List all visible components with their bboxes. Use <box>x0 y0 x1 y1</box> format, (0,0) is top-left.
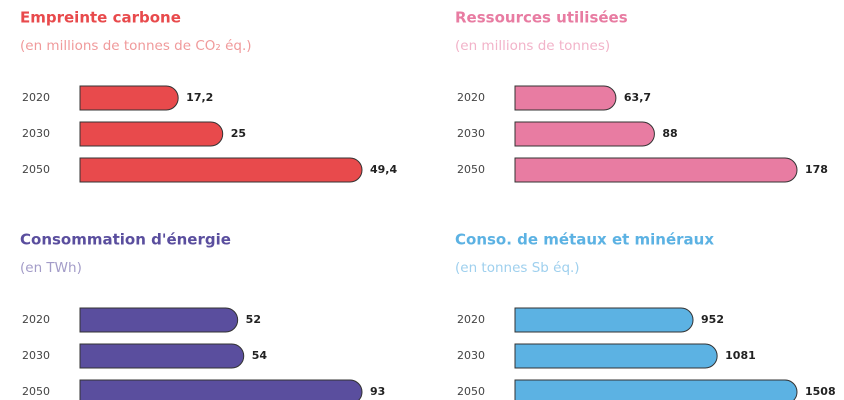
value-label: 49,4 <box>370 163 397 176</box>
y-tick-label: 2050 <box>457 385 485 398</box>
bar <box>79 379 363 400</box>
value-label: 93 <box>370 385 385 398</box>
y-tick-label: 2050 <box>22 163 50 176</box>
y-tick-label: 2030 <box>22 127 50 140</box>
bar <box>79 307 239 333</box>
value-label: 52 <box>246 313 261 326</box>
value-label: 178 <box>805 163 828 176</box>
y-tick-label: 2020 <box>22 313 50 326</box>
bar <box>514 121 655 147</box>
chart-subtitle: (en millions de tonnes) <box>455 38 610 54</box>
chart-subtitle: (en tonnes Sb éq.) <box>455 260 580 276</box>
chart-title: Ressources utilisées <box>455 9 628 27</box>
y-tick-label: 2020 <box>457 313 485 326</box>
value-label: 1508 <box>805 385 836 398</box>
value-label: 952 <box>701 313 724 326</box>
value-label: 54 <box>252 349 268 362</box>
y-tick-label: 2020 <box>22 91 50 104</box>
bar <box>514 343 718 369</box>
y-tick-label: 2030 <box>457 127 485 140</box>
bar <box>514 85 617 111</box>
value-label: 63,7 <box>624 91 651 104</box>
bar <box>79 85 179 111</box>
value-label: 88 <box>662 127 677 140</box>
bar <box>514 307 694 333</box>
chart-title: Empreinte carbone <box>20 9 181 27</box>
value-label: 17,2 <box>186 91 213 104</box>
y-tick-label: 2030 <box>457 349 485 362</box>
value-label: 25 <box>231 127 246 140</box>
y-tick-label: 2030 <box>22 349 50 362</box>
chart-title: Consommation d'énergie <box>20 231 231 249</box>
bar <box>514 157 798 183</box>
y-tick-label: 2020 <box>457 91 485 104</box>
y-tick-label: 2050 <box>22 385 50 398</box>
chart-title: Conso. de métaux et minéraux <box>455 231 714 249</box>
chart-subtitle: (en TWh) <box>20 260 82 276</box>
chart-subtitle: (en millions de tonnes de CO₂ éq.) <box>20 38 252 54</box>
bar <box>514 379 798 400</box>
bar <box>79 157 363 183</box>
value-label: 1081 <box>725 349 756 362</box>
bar <box>79 121 224 147</box>
bar <box>79 343 245 369</box>
y-tick-label: 2050 <box>457 163 485 176</box>
